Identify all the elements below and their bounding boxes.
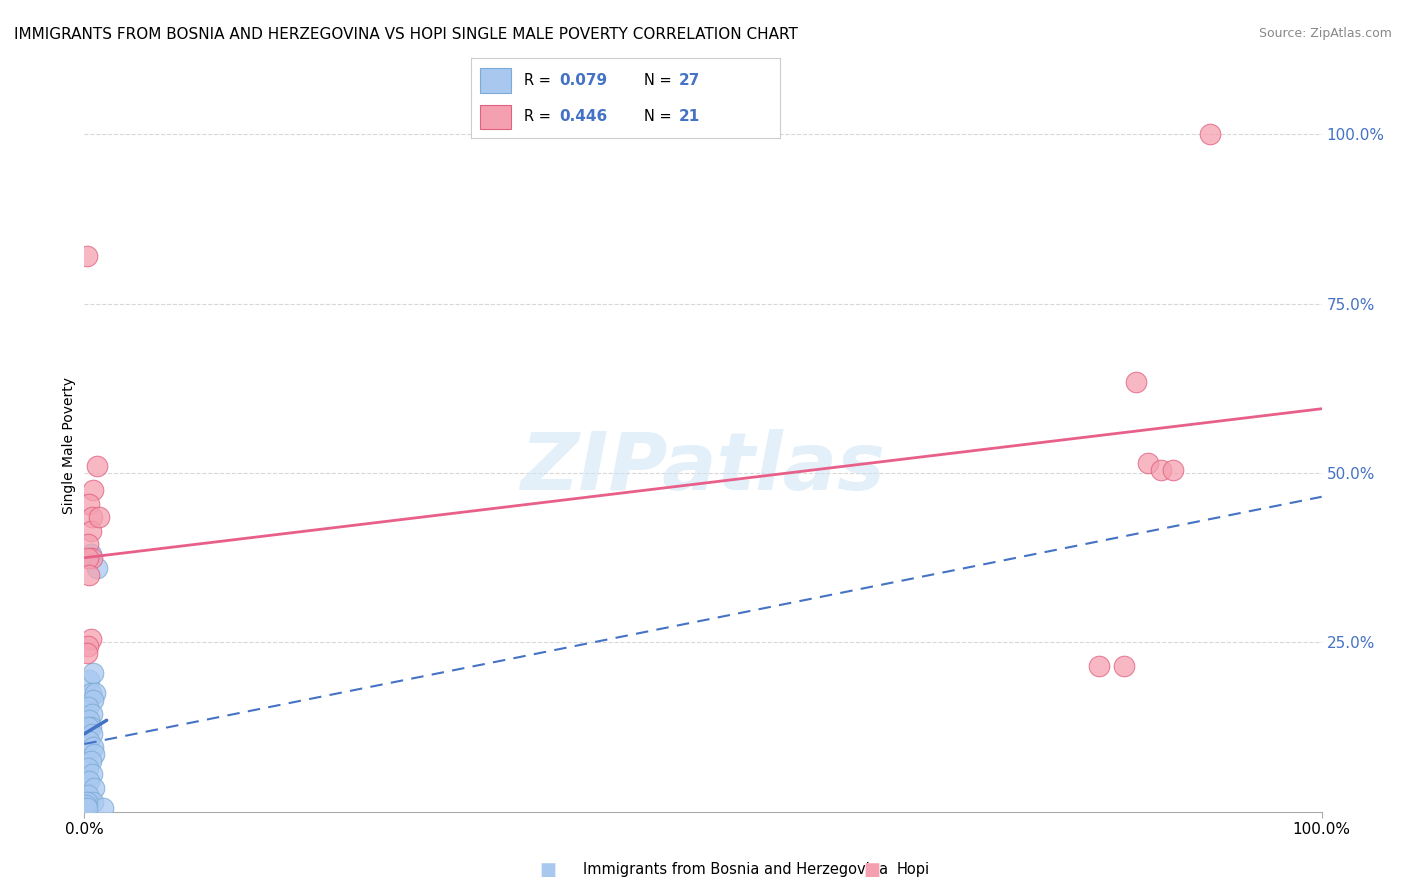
Point <box>77 550 100 565</box>
Point <box>83 780 105 795</box>
Point <box>86 459 108 474</box>
Point <box>91 801 114 815</box>
Point <box>75 797 97 812</box>
Point <box>1112 659 1135 673</box>
Point <box>82 740 104 755</box>
Text: ZIPatlas: ZIPatlas <box>520 429 886 507</box>
Point <box>79 686 101 700</box>
Point <box>80 706 103 721</box>
Text: 21: 21 <box>678 109 700 124</box>
Point <box>80 727 103 741</box>
Point <box>76 249 98 263</box>
FancyBboxPatch shape <box>481 104 512 128</box>
Point <box>80 550 103 565</box>
Point <box>79 497 101 511</box>
Point <box>82 483 104 497</box>
Point <box>77 699 100 714</box>
Text: N =: N = <box>644 73 676 88</box>
Point <box>82 693 104 707</box>
Point <box>83 747 105 761</box>
Text: Hopi: Hopi <box>897 863 931 877</box>
Point <box>80 510 103 524</box>
Point <box>76 801 98 815</box>
Point <box>1199 128 1222 142</box>
Point <box>77 639 100 653</box>
Point <box>77 788 100 802</box>
Point <box>77 761 100 775</box>
Point <box>1161 463 1184 477</box>
Point <box>76 646 98 660</box>
Point <box>77 720 100 734</box>
FancyBboxPatch shape <box>481 69 512 93</box>
Point <box>79 673 101 687</box>
Point <box>79 754 101 768</box>
Text: 0.079: 0.079 <box>560 73 607 88</box>
Point <box>79 774 101 789</box>
Point <box>1137 456 1160 470</box>
Point <box>79 632 101 646</box>
Point <box>84 686 107 700</box>
Text: R =: R = <box>523 109 555 124</box>
Text: N =: N = <box>644 109 676 124</box>
Text: Source: ZipAtlas.com: Source: ZipAtlas.com <box>1258 27 1392 40</box>
Text: 27: 27 <box>678 73 700 88</box>
Point <box>79 733 101 747</box>
Point <box>80 767 103 781</box>
Point <box>79 714 101 728</box>
Y-axis label: Single Male Poverty: Single Male Poverty <box>62 377 76 515</box>
Point <box>79 547 101 561</box>
Point <box>77 537 100 551</box>
Text: ■: ■ <box>540 861 557 879</box>
Text: Immigrants from Bosnia and Herzegovina: Immigrants from Bosnia and Herzegovina <box>583 863 889 877</box>
Point <box>86 561 108 575</box>
Point <box>1088 659 1111 673</box>
Text: IMMIGRANTS FROM BOSNIA AND HERZEGOVINA VS HOPI SINGLE MALE POVERTY CORRELATION C: IMMIGRANTS FROM BOSNIA AND HERZEGOVINA V… <box>14 27 799 42</box>
Point <box>89 510 111 524</box>
Point <box>79 567 101 582</box>
Point <box>82 795 104 809</box>
Point <box>79 720 101 734</box>
Point <box>1150 463 1173 477</box>
Text: R =: R = <box>523 73 555 88</box>
Point <box>76 795 98 809</box>
Text: 0.446: 0.446 <box>560 109 607 124</box>
Text: ■: ■ <box>863 861 880 879</box>
Point <box>82 665 104 680</box>
Point <box>1125 375 1147 389</box>
Point <box>79 524 101 538</box>
